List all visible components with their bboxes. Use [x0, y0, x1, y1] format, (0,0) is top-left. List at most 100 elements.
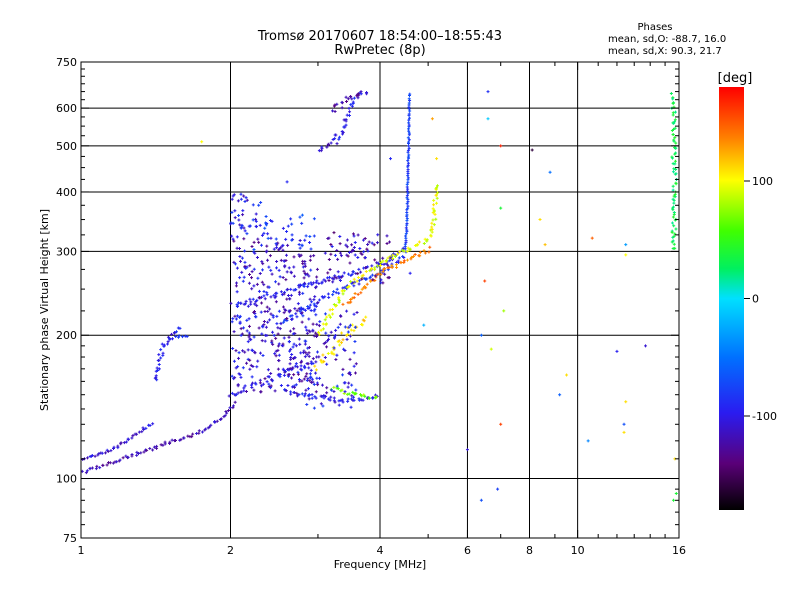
cloud-point	[301, 283, 305, 287]
trace-point	[407, 121, 411, 125]
cloud-point	[346, 385, 350, 389]
trace-point	[346, 399, 350, 403]
trace-point	[231, 406, 235, 410]
trace-point	[352, 277, 356, 281]
trace-point	[399, 260, 403, 264]
trace-point	[329, 395, 333, 399]
trace-point	[323, 318, 327, 322]
data-layer	[80, 90, 679, 502]
trace-point	[405, 249, 409, 253]
trace-point	[408, 92, 412, 96]
cloud-point	[298, 215, 302, 219]
cloud-point	[309, 376, 313, 380]
cloud-point	[234, 317, 238, 321]
cloud-point	[231, 194, 235, 198]
trace-point	[407, 118, 411, 122]
cloud-point	[309, 268, 313, 272]
trace-point	[673, 172, 677, 176]
trace-point	[374, 395, 378, 399]
trace-point	[406, 246, 410, 250]
trace-point	[190, 435, 194, 439]
cloud-point	[231, 317, 235, 321]
trace-point	[362, 393, 366, 397]
cloud-point	[277, 309, 281, 313]
cloud-point	[265, 334, 269, 338]
cloud-point	[338, 279, 342, 283]
cloud-point	[247, 281, 251, 285]
cloud-point	[242, 275, 246, 279]
trace-point	[313, 364, 317, 368]
cloud-point	[237, 351, 241, 355]
cloud-point	[303, 339, 307, 343]
trace-point	[122, 441, 126, 445]
cloud-point	[242, 226, 246, 230]
cloud-point	[314, 313, 318, 317]
cloud-point	[283, 264, 287, 268]
cloud-point	[229, 222, 233, 226]
trace-point	[230, 391, 234, 395]
trace-point	[145, 448, 149, 452]
cloud-point	[290, 366, 294, 370]
cloud-point	[257, 240, 261, 244]
trace-point	[335, 287, 339, 291]
cloud-point	[321, 404, 325, 408]
cloud-point	[332, 346, 336, 350]
trace-point	[350, 97, 354, 101]
scatter-point	[486, 117, 490, 121]
cloud-point	[251, 218, 255, 222]
cloud-point	[314, 390, 318, 394]
trace-point	[431, 207, 435, 211]
cloud-point	[270, 339, 274, 343]
trace-point	[312, 281, 316, 285]
cloud-point	[260, 301, 264, 305]
trace-point	[172, 331, 176, 335]
cloud-point	[266, 232, 270, 236]
x-tick-label: 16	[672, 544, 686, 557]
trace-point	[98, 466, 102, 470]
trace-point	[671, 113, 675, 117]
trace-point	[322, 359, 326, 363]
cloud-point	[289, 293, 293, 297]
cloud-point	[243, 200, 247, 204]
cloud-point	[312, 234, 316, 238]
trace-point	[302, 307, 306, 311]
scatter-point	[548, 170, 552, 174]
trace-point	[351, 390, 355, 394]
trace-point	[95, 464, 99, 468]
cloud-point	[370, 241, 374, 245]
trace-point	[340, 331, 344, 335]
trace-point	[299, 367, 303, 371]
cloud-point	[270, 219, 274, 223]
cloud-point	[242, 237, 246, 241]
trace-point	[356, 276, 360, 280]
y-tick-label: 750	[56, 56, 77, 69]
trace-point	[168, 441, 172, 445]
axis-layer: 1 2 4 6 8 10 16 75 100 200 300 400 500 600 750	[56, 56, 686, 557]
trace-point	[401, 248, 405, 252]
cloud-point	[234, 349, 238, 353]
x-axis-label: Frequency [MHz]	[334, 558, 426, 571]
trace-point	[370, 264, 374, 268]
cloud-point	[268, 254, 272, 258]
trace-point	[319, 328, 323, 332]
cloud-point	[276, 332, 280, 336]
cloud-point	[280, 244, 284, 248]
trace-point	[290, 314, 294, 318]
cloud-point	[304, 388, 308, 392]
trace-point	[330, 276, 334, 280]
cloud-point	[260, 280, 264, 284]
cloud-point	[298, 292, 302, 296]
cloud-point	[312, 254, 316, 258]
cloud-point	[290, 233, 294, 237]
cloud-point	[267, 265, 271, 269]
cloud-point	[316, 350, 320, 354]
trace-point	[344, 117, 348, 121]
cloud-point	[307, 274, 311, 278]
trace-point	[121, 456, 125, 460]
trace-point	[346, 97, 350, 101]
cloud-point	[300, 213, 304, 217]
cloud-point	[246, 357, 250, 361]
cloud-point	[339, 254, 343, 258]
trace-point	[410, 255, 414, 259]
trace-point	[197, 431, 201, 435]
